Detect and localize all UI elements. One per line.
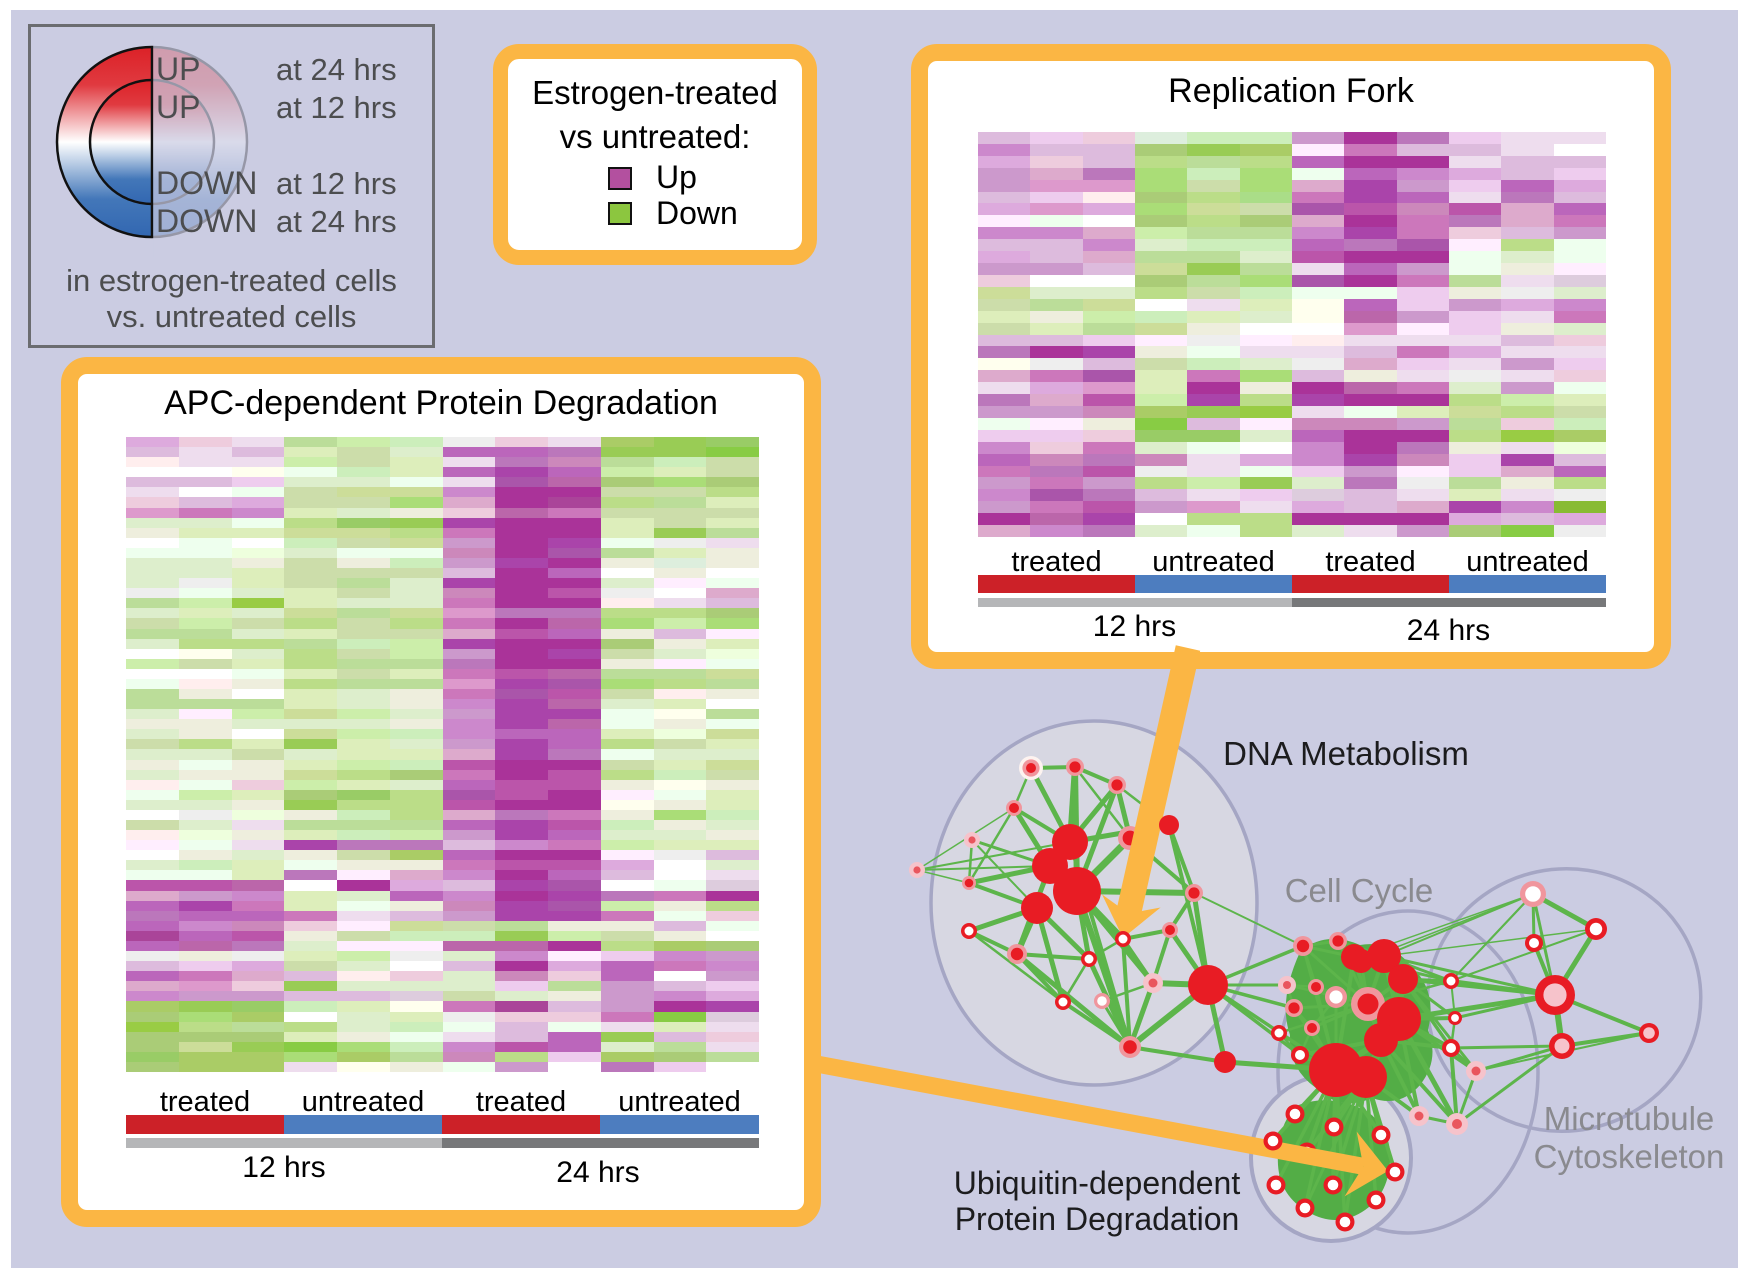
svg-text:Microtubule: Microtubule bbox=[1544, 1100, 1715, 1137]
svg-text:Cytoskeleton: Cytoskeleton bbox=[1534, 1138, 1725, 1175]
svg-text:DNA Metabolism: DNA Metabolism bbox=[1223, 735, 1469, 772]
svg-text:Ubiquitin-dependent: Ubiquitin-dependent bbox=[954, 1165, 1241, 1201]
svg-text:Cell Cycle: Cell Cycle bbox=[1285, 872, 1434, 909]
svg-text:Protein Degradation: Protein Degradation bbox=[955, 1201, 1240, 1237]
